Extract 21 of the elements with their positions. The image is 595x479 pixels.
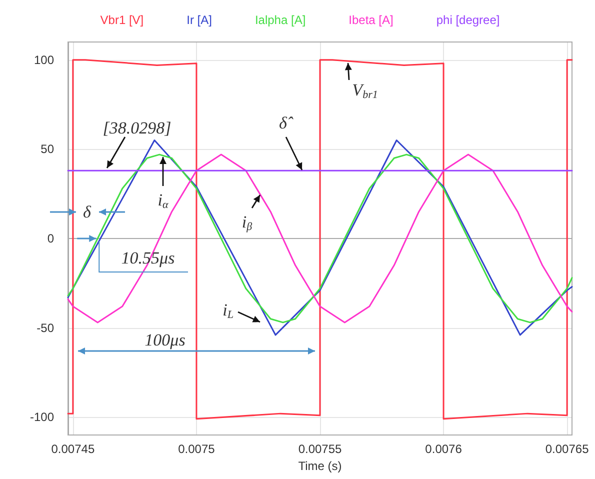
text: Ialpha [A] — [254, 13, 306, 27]
annotation: [38.0298] — [102, 118, 172, 138]
y-tick-label: 0 — [47, 232, 54, 246]
x-tick-label: 0.00755 — [298, 442, 342, 456]
y-tick-label: 50 — [40, 142, 54, 156]
y-tick-label: -100 — [30, 410, 54, 424]
x-tick-label: 0.0076 — [425, 442, 462, 456]
x-tick-label: 0.00745 — [51, 442, 95, 456]
text: Vbr1 [V] — [100, 13, 144, 27]
x-tick-label: 0.00765 — [545, 442, 590, 456]
line-series — [67, 59, 573, 420]
text: Ibeta [A] — [348, 13, 394, 27]
text: phi [degree] — [436, 13, 500, 27]
annotation: δ̂ — [279, 114, 294, 132]
y-tick-label: 100 — [34, 52, 54, 67]
y-tick-label: -50 — [36, 320, 54, 335]
annotation: δ — [83, 202, 92, 222]
annotation: 100μs — [144, 330, 186, 350]
text: Ir [A] — [186, 13, 212, 27]
x-tick-label: 0.0075 — [178, 442, 216, 456]
x-axis-title: Time (s) — [298, 458, 342, 473]
